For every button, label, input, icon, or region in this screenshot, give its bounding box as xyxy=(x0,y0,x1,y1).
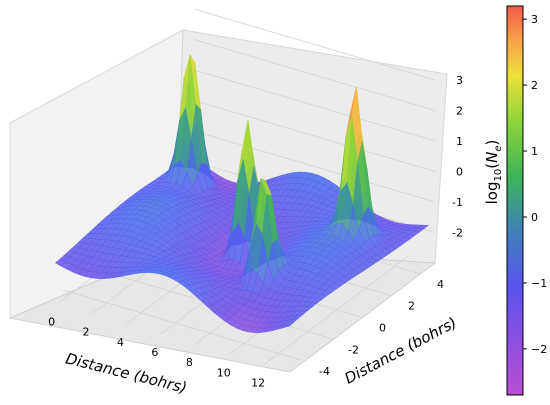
colorbar: −2 −1 0 1 2 3 xyxy=(506,5,547,396)
colorbar-tick-label: 1 xyxy=(531,145,538,158)
surface-plot xyxy=(54,53,430,333)
surface-cell xyxy=(283,321,295,328)
y-axis-ticks: -4 -2 0 2 4 xyxy=(319,278,444,378)
z-axis-ticks: -2 -1 0 1 2 3 xyxy=(452,74,463,240)
y-tick-label: 2 xyxy=(408,300,415,313)
colorbar-tick-label: 0 xyxy=(531,211,538,224)
x-axis-ticks: 0 2 4 6 8 10 12 xyxy=(48,316,265,390)
grid-line xyxy=(193,100,436,172)
z-tick-label: 2 xyxy=(456,105,463,118)
grid-line xyxy=(193,69,436,142)
z-tick-label: 0 xyxy=(456,166,463,179)
z-tick-label: -1 xyxy=(452,196,463,209)
z-tick-label: 1 xyxy=(456,135,463,148)
x-tick-label: 6 xyxy=(151,346,158,359)
x-axis-label: Distance (bohrs) xyxy=(64,349,189,397)
x-tick-label: 2 xyxy=(83,326,90,339)
x-tick-label: 12 xyxy=(251,376,265,389)
z-tick-label: -2 xyxy=(452,227,463,240)
colorbar-tick-label: 3 xyxy=(531,13,538,26)
grid-line xyxy=(193,39,436,111)
colorbar-tick-label: 2 xyxy=(531,79,538,92)
colorbar-ticks: −2 −1 0 1 2 3 xyxy=(523,13,547,356)
x-tick-label: 0 xyxy=(48,316,55,329)
colorbar-tick-label: −2 xyxy=(531,343,547,356)
y-tick-label: 4 xyxy=(437,278,444,291)
x-tick-label: 8 xyxy=(186,356,193,369)
y-tick-label: -2 xyxy=(348,343,359,356)
grid-line xyxy=(193,8,436,81)
x-tick-label: 10 xyxy=(217,366,231,379)
colorbar-tick-label: −1 xyxy=(531,277,547,290)
grid-line xyxy=(63,289,305,362)
z-tick-label: 3 xyxy=(456,74,463,87)
grid-line xyxy=(193,130,436,203)
z-axis-label: log10(Ne) xyxy=(483,140,504,205)
y-axis-label: Distance (bohrs) xyxy=(342,313,460,387)
x-tick-label: 4 xyxy=(117,336,124,349)
y-tick-label: 0 xyxy=(379,322,386,335)
colorbar-gradient xyxy=(506,5,524,396)
y-tick-label: -4 xyxy=(319,365,330,378)
